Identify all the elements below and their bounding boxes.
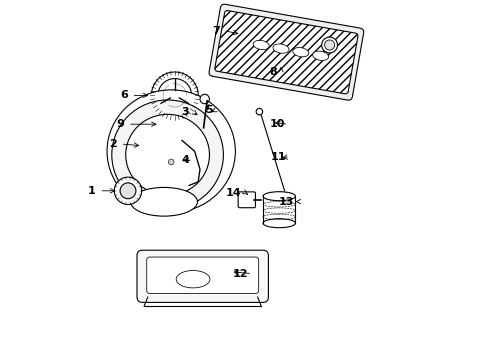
FancyBboxPatch shape — [215, 10, 358, 94]
Ellipse shape — [273, 44, 289, 53]
Circle shape — [170, 90, 180, 100]
Text: 7: 7 — [212, 26, 220, 36]
Text: 3: 3 — [182, 107, 189, 117]
Text: 10: 10 — [269, 119, 285, 129]
FancyBboxPatch shape — [147, 257, 259, 293]
Ellipse shape — [313, 51, 329, 60]
Circle shape — [158, 78, 192, 112]
FancyBboxPatch shape — [137, 250, 269, 302]
Text: 14: 14 — [226, 188, 242, 198]
Text: 4: 4 — [181, 155, 189, 165]
Ellipse shape — [293, 48, 309, 57]
Ellipse shape — [112, 100, 223, 210]
Circle shape — [160, 116, 175, 132]
Ellipse shape — [253, 40, 269, 50]
Ellipse shape — [176, 270, 210, 288]
Circle shape — [120, 183, 136, 199]
Text: 9: 9 — [117, 119, 124, 129]
Text: 2: 2 — [109, 139, 117, 149]
Ellipse shape — [263, 192, 295, 201]
Text: 6: 6 — [120, 90, 128, 100]
Ellipse shape — [130, 188, 197, 216]
Ellipse shape — [107, 90, 235, 212]
Circle shape — [164, 120, 171, 128]
Circle shape — [256, 108, 263, 115]
Circle shape — [114, 177, 142, 204]
Circle shape — [321, 37, 338, 53]
Text: 1: 1 — [88, 186, 96, 196]
Text: 8: 8 — [270, 67, 277, 77]
Circle shape — [169, 159, 174, 165]
Text: 13: 13 — [278, 197, 294, 207]
Ellipse shape — [126, 114, 209, 195]
FancyBboxPatch shape — [209, 4, 364, 100]
Ellipse shape — [263, 219, 295, 228]
Text: 12: 12 — [233, 269, 248, 279]
Text: 5: 5 — [205, 105, 213, 115]
Circle shape — [324, 40, 335, 50]
Circle shape — [200, 94, 209, 104]
Text: 11: 11 — [271, 152, 286, 162]
FancyBboxPatch shape — [238, 192, 255, 208]
